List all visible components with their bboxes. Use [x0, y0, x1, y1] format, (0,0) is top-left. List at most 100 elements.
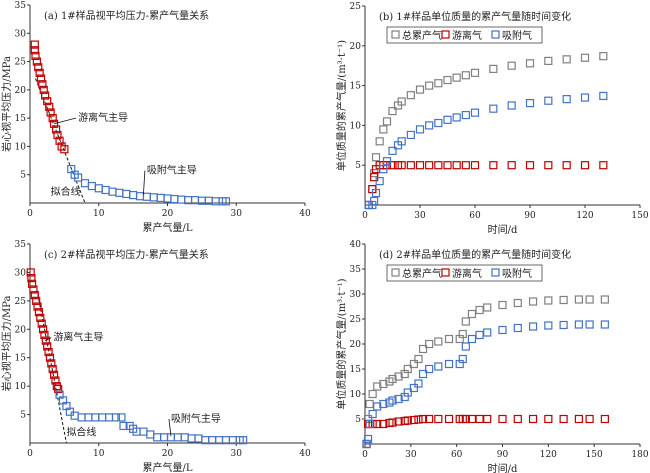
series-adsorbed: [364, 91, 608, 210]
panel-d: 0 30 60 90 120 150 180 5 10 15 20 25 30 35 40 时间/d 单位质量的…: [335, 240, 649, 473]
data-point: [544, 161, 553, 170]
data-point: [544, 414, 553, 424]
y-tick-label: 25: [15, 58, 27, 68]
chart-title: (a) 1#样品视平均压力-累产气量关系: [44, 9, 209, 22]
x-tick-label: 20: [162, 449, 174, 459]
data-point: [142, 192, 151, 201]
data-point: [382, 117, 392, 126]
data-point: [35, 68, 44, 77]
legend-marker-total: [391, 30, 400, 39]
data-point: [194, 434, 203, 443]
data-point: [104, 413, 114, 422]
data-point: [54, 384, 63, 394]
x-tick-label: 150: [586, 450, 603, 460]
legend-marker-free: [441, 268, 450, 277]
x-tick-label: 90: [497, 450, 509, 460]
data-point: [525, 59, 535, 68]
data-point: [562, 95, 571, 104]
y-tick-label: 30: [15, 29, 27, 39]
y-tick-label: 15: [15, 114, 27, 124]
data-point: [544, 96, 553, 105]
data-point: [425, 121, 434, 130]
data-point: [33, 302, 42, 311]
y-tick-label: 10: [350, 390, 362, 400]
data-point: [397, 137, 406, 146]
data-point: [483, 303, 492, 312]
series-adsorbed: [362, 320, 609, 449]
data-point: [418, 344, 428, 354]
legend-entry: 总累产气: [402, 267, 442, 280]
annotation-leader: [44, 337, 52, 342]
data-point: [80, 179, 90, 188]
data-point: [368, 409, 377, 419]
x-tick-label: 40: [299, 209, 311, 219]
data-point: [101, 185, 110, 195]
data-point: [443, 161, 452, 170]
y-tick-label: 35: [15, 1, 27, 11]
legend-entry: 吸附气: [502, 29, 532, 42]
data-point: [470, 68, 480, 77]
y-tick-label: 15: [350, 365, 362, 375]
data-point: [49, 370, 59, 379]
data-point: [452, 73, 461, 82]
data-point: [414, 415, 423, 424]
data-point: [513, 414, 522, 424]
data-point: [382, 157, 392, 166]
data-point: [163, 194, 172, 203]
y-axis-label: 单位质量的累产气量/(m³·t⁻¹): [335, 278, 348, 409]
data-point: [425, 161, 434, 170]
data-point: [443, 75, 452, 85]
legend-entry: 游离气: [452, 29, 482, 42]
data-point: [60, 145, 69, 154]
data-point: [34, 308, 44, 317]
data-point: [129, 190, 138, 200]
data-point: [368, 389, 377, 399]
data-point: [84, 413, 93, 422]
data-point: [528, 414, 538, 424]
data-point: [525, 161, 535, 170]
data-point: [177, 195, 186, 204]
data-point: [388, 418, 397, 427]
data-point: [585, 414, 594, 424]
data-point: [211, 197, 220, 206]
data-point: [528, 297, 538, 306]
y-tick-label: 20: [15, 86, 27, 96]
data-point: [599, 52, 608, 61]
data-point: [388, 106, 397, 116]
x-tick-label: 20: [162, 209, 174, 219]
data-point: [397, 97, 406, 106]
data-point: [599, 91, 608, 101]
data-point: [434, 118, 443, 128]
data-point: [111, 413, 121, 422]
chart-title: (b) 1#样品单位质量的累产气量随时间变化: [379, 10, 571, 23]
data-point: [585, 295, 594, 304]
y-tick-label: 35: [15, 240, 27, 250]
series-free: [26, 268, 63, 394]
y-tick-label: 5: [20, 411, 26, 421]
data-point: [370, 196, 379, 206]
data-point: [498, 300, 507, 310]
data-point: [239, 436, 248, 445]
annotation-leader: [53, 117, 77, 125]
y-tick-label: 20: [350, 42, 362, 52]
y-axis-label: 岩心视平均压力/MPa: [0, 296, 13, 392]
annotation-label: 游离气主导: [78, 111, 128, 124]
fit-line: [35, 78, 86, 204]
fit-line: [36, 289, 67, 444]
legend-entry: 总累产气: [402, 29, 442, 42]
data-point: [434, 414, 443, 424]
x-tick-label: 90: [524, 211, 536, 221]
data-point: [43, 97, 52, 106]
series-adsorbed: [67, 164, 231, 206]
data-point: [31, 51, 40, 61]
data-point: [403, 388, 412, 397]
data-point: [559, 320, 568, 330]
data-point: [51, 376, 60, 385]
y-tick-label: 15: [350, 82, 362, 92]
x-axis-label: 时间/d: [488, 223, 518, 236]
data-point: [375, 137, 384, 146]
x-tick-label: 40: [299, 449, 311, 459]
y-tick-label: 5: [355, 161, 361, 171]
data-point: [498, 325, 507, 335]
data-point: [394, 417, 403, 426]
